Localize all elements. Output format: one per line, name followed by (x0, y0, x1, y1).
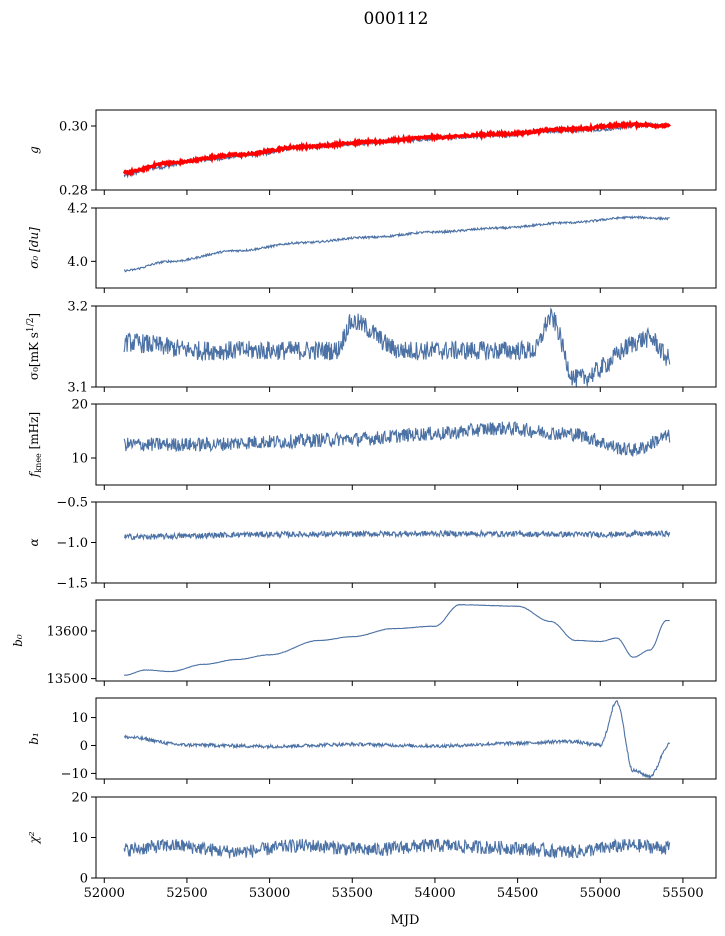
subplot-stack: 0.28 0.30 g 4.0 4.2 σ₀ [du] 3.1 3.2 σ₀[mK s1/2] 1… (11, 109, 717, 901)
data-series-line (124, 528, 671, 541)
axes-frame (95, 403, 717, 486)
y-axis-label: g (27, 146, 41, 154)
subplot-6: 13500 13600 b₀ (11, 599, 717, 687)
y-tick-label: −0.5 (56, 496, 88, 511)
data-series-line (123, 603, 670, 676)
y-tick-label: 13500 (47, 672, 88, 687)
y-axis-label: b₁ (27, 732, 41, 745)
y-tick-label: 20 (71, 398, 88, 413)
y-tick-label: 0 (80, 739, 88, 754)
x-tick-label: 53500 (332, 886, 373, 901)
subplot-5: −1.5 −1.0 −0.5 α (27, 496, 717, 592)
y-tick-label: 10 (71, 452, 88, 467)
subplot-2: 4.0 4.2 σ₀ [du] (27, 202, 717, 293)
axes-frame (95, 501, 717, 584)
x-tick-label: 52000 (84, 886, 125, 901)
y-tick-label: 3.2 (67, 300, 88, 315)
y-tick-label: 0.30 (59, 120, 88, 135)
y-tick-label: 4.2 (67, 202, 88, 217)
subplot-1: 0.28 0.30 g (27, 109, 717, 199)
figure-title: 000112 (364, 9, 429, 29)
subplot-4: 10 20 fknee [mHz] (27, 398, 717, 490)
y-tick-label: 0 (80, 872, 88, 887)
axes-frame (95, 697, 717, 780)
y-tick-label: 10 (71, 711, 88, 726)
x-tick-label: 54500 (497, 886, 538, 901)
x-tick-label: 52500 (166, 886, 207, 901)
y-tick-label: 10 (71, 831, 88, 846)
subplot-7: −10 0 10 b₁ (27, 697, 717, 784)
axes-frame (95, 109, 717, 191)
y-tick-label: −1.5 (56, 577, 88, 592)
axes-frame (95, 599, 717, 682)
y-axis-label: σ₀[mK s1/2] (26, 313, 41, 380)
data-series-line (123, 838, 671, 859)
y-axis-label: b₀ (11, 634, 25, 647)
axes-frame (95, 796, 717, 879)
axes-frame (95, 305, 717, 388)
y-axis-label: fknee [mHz] (27, 412, 43, 478)
y-tick-label: 0.28 (59, 184, 88, 199)
data-series-line (123, 307, 671, 387)
axes-frame (95, 207, 717, 289)
data-series-line (123, 421, 671, 457)
data-series-line (124, 215, 670, 273)
x-tick-label: 54000 (414, 886, 455, 901)
x-axis-label: MJD (391, 913, 420, 928)
y-axis-label: χ² (27, 831, 41, 844)
y-tick-label: 13600 (47, 624, 88, 639)
y-axis-label: α (27, 538, 41, 546)
fit-series-line (122, 119, 671, 177)
subplot-8: 0 10 20 52000 52500 53000 53500 54000 54500 55000… (27, 791, 717, 901)
subplot-3: 3.1 3.2 σ₀[mK s1/2] (26, 300, 717, 396)
y-tick-label: 4.0 (67, 255, 88, 270)
y-tick-label: −1.0 (56, 536, 88, 551)
x-tick-label: 55500 (662, 886, 703, 901)
x-tick-label: 55000 (580, 886, 621, 901)
x-tick-label: 53000 (249, 886, 290, 901)
y-axis-label: σ₀ [du] (27, 227, 41, 269)
y-tick-label: −10 (61, 767, 88, 782)
y-tick-label: 3.1 (67, 381, 88, 396)
y-tick-label: 20 (71, 791, 88, 806)
data-series-line (123, 699, 671, 779)
